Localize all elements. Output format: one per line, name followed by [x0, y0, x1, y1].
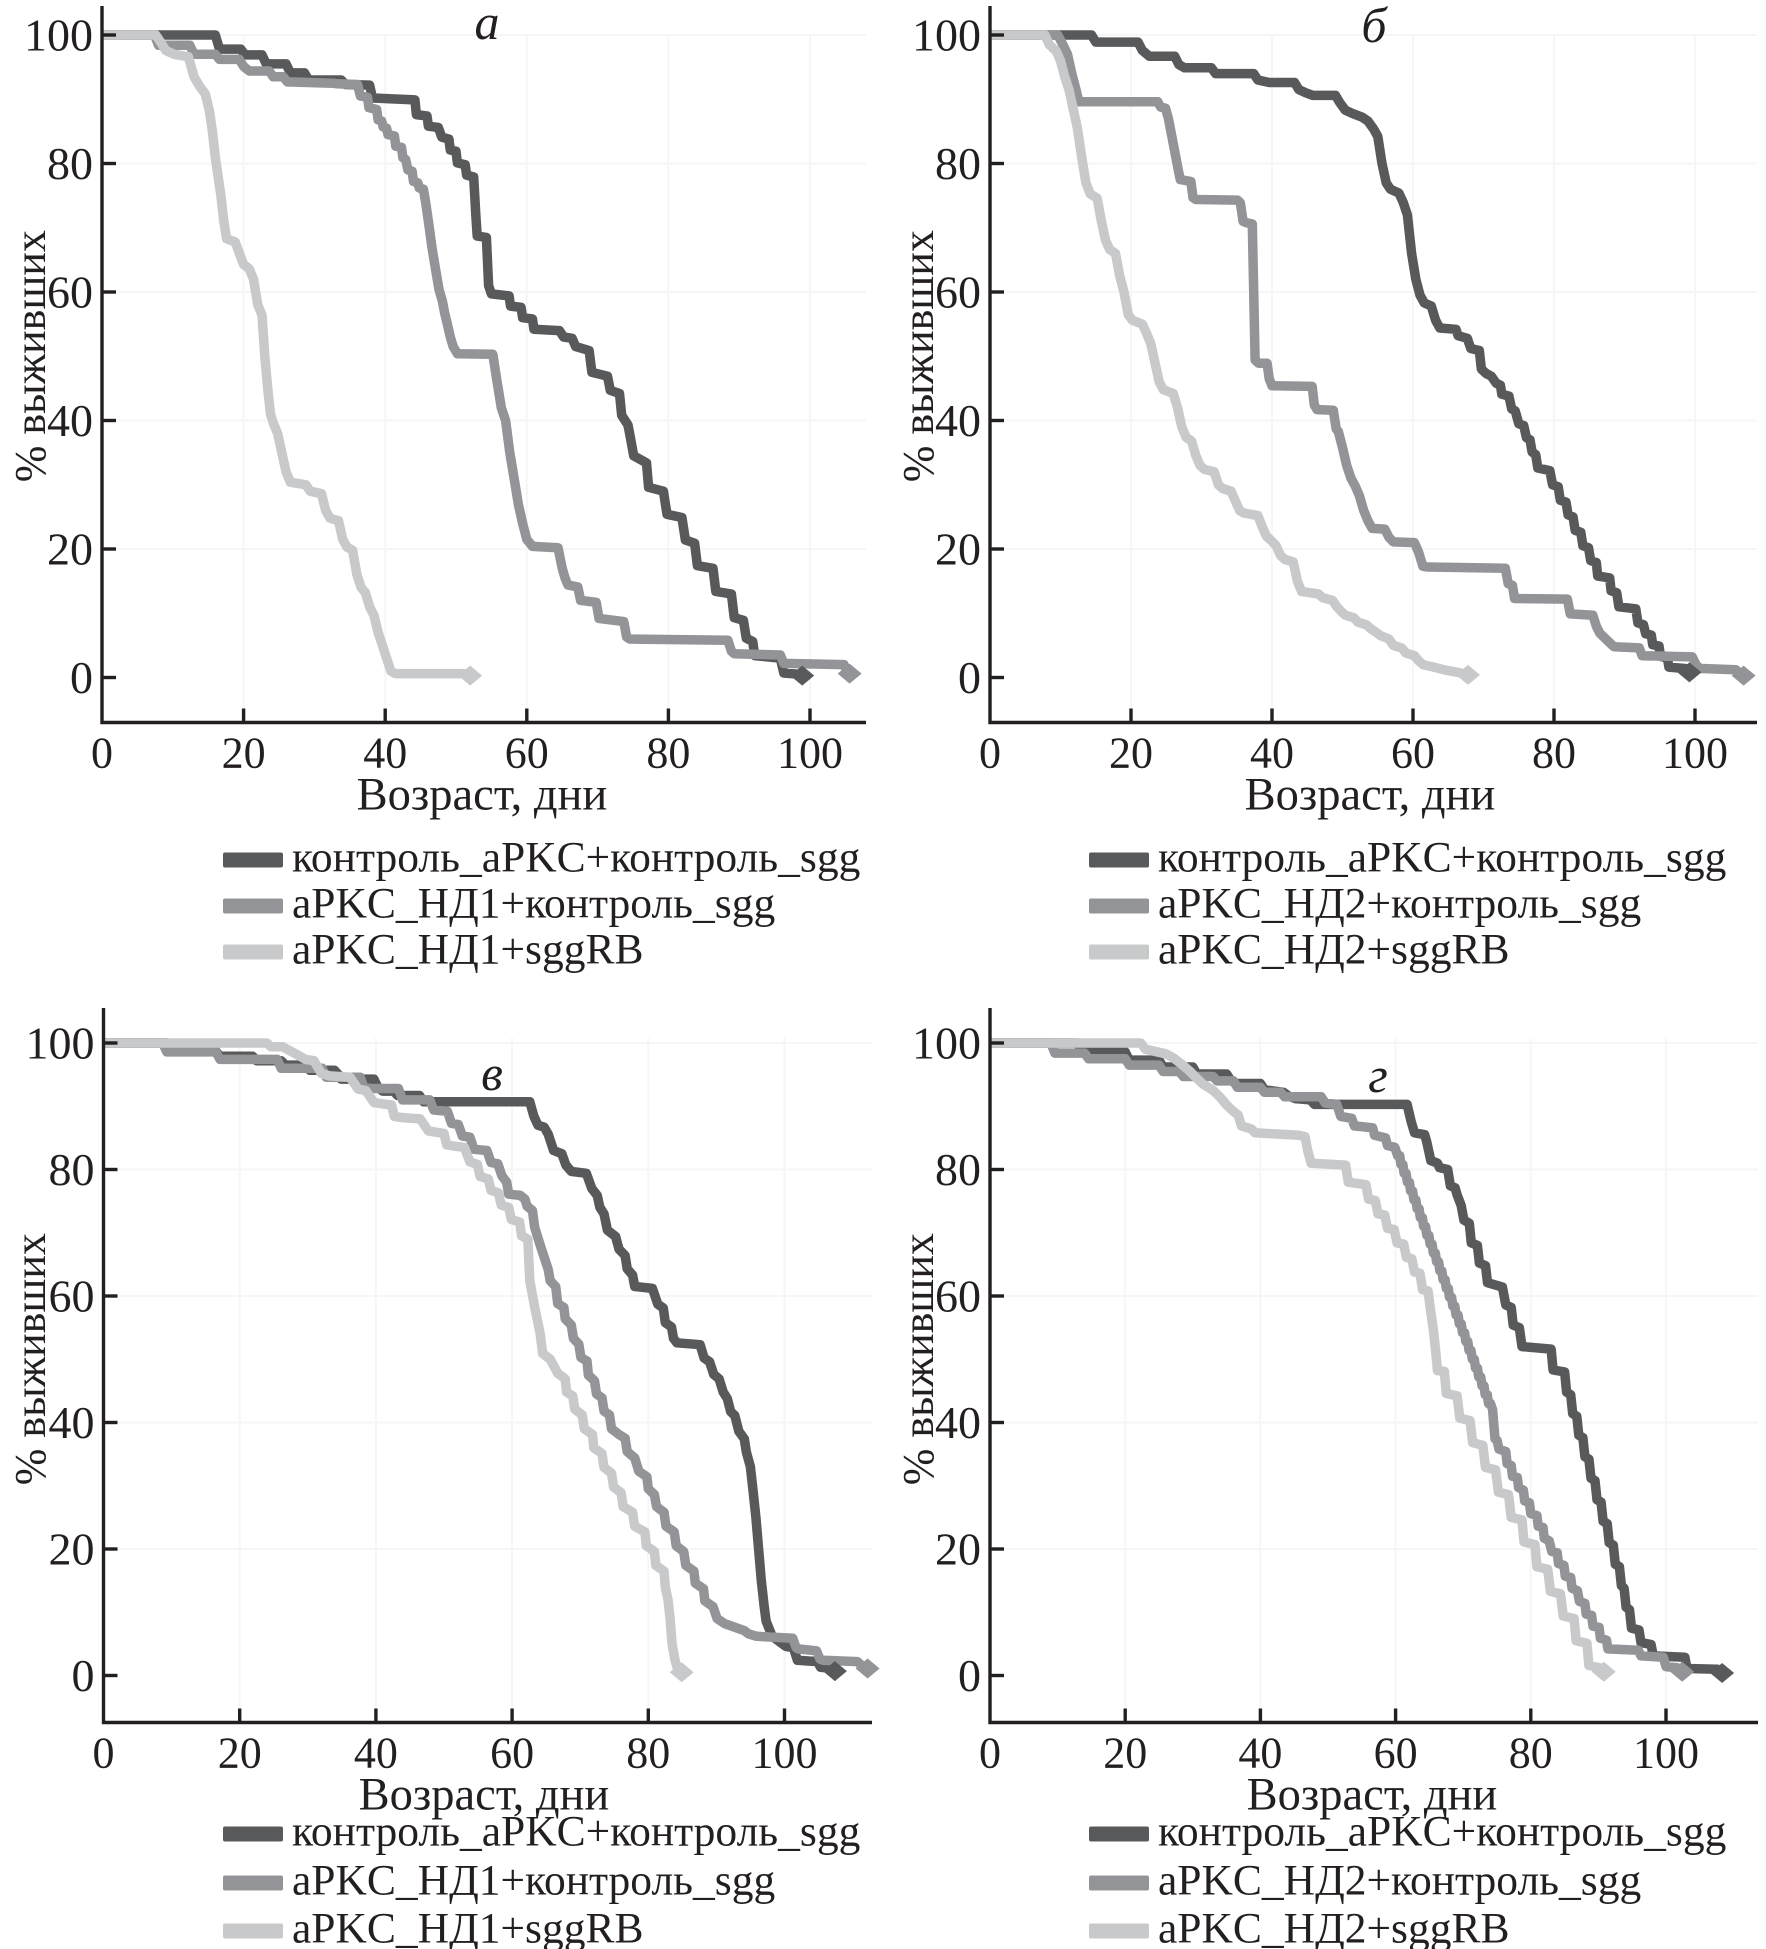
svg-text:контроль_aPKC+контроль_sgg: контроль_aPKC+контроль_sgg: [292, 834, 860, 882]
svg-text:20: 20: [935, 1524, 981, 1575]
svg-text:20: 20: [935, 524, 981, 575]
svg-text:40: 40: [354, 1729, 398, 1778]
svg-text:60: 60: [490, 1729, 534, 1778]
svg-text:20: 20: [1109, 729, 1153, 778]
svg-text:20: 20: [47, 524, 93, 575]
svg-text:40: 40: [1250, 729, 1294, 778]
svg-text:aPKC_НД1+sggRB: aPKC_НД1+sggRB: [292, 926, 644, 974]
svg-text:100: 100: [912, 1018, 981, 1069]
svg-text:контроль_aPKC+контроль_sgg: контроль_aPKC+контроль_sgg: [1158, 1808, 1726, 1856]
svg-text:б: б: [1361, 0, 1388, 53]
svg-text:60: 60: [505, 729, 549, 778]
svg-text:80: 80: [626, 1729, 670, 1778]
svg-text:60: 60: [47, 267, 93, 318]
svg-text:100: 100: [777, 729, 843, 778]
svg-text:60: 60: [49, 1271, 95, 1322]
svg-text:0: 0: [93, 1729, 115, 1778]
svg-text:0: 0: [72, 1650, 95, 1701]
svg-text:40: 40: [1238, 1729, 1282, 1778]
svg-text:100: 100: [26, 1018, 95, 1069]
svg-text:0: 0: [70, 652, 93, 703]
svg-text:60: 60: [1374, 1729, 1418, 1778]
svg-text:0: 0: [979, 729, 1001, 778]
svg-text:Возраст, дни: Возраст, дни: [357, 770, 608, 821]
svg-text:60: 60: [935, 267, 981, 318]
svg-text:% выживших: % выживших: [894, 1233, 943, 1485]
svg-text:40: 40: [49, 1397, 95, 1448]
svg-text:80: 80: [1532, 729, 1576, 778]
svg-text:aPKC_НД1+sggRB: aPKC_НД1+sggRB: [292, 1905, 644, 1949]
svg-text:40: 40: [935, 1397, 981, 1448]
svg-text:100: 100: [24, 10, 93, 61]
svg-text:Возраст, дни: Возраст, дни: [359, 1770, 610, 1821]
svg-text:80: 80: [1509, 1729, 1553, 1778]
svg-text:100: 100: [1662, 729, 1728, 778]
svg-text:40: 40: [363, 729, 407, 778]
svg-text:г: г: [1368, 1047, 1388, 1103]
svg-text:80: 80: [646, 729, 690, 778]
svg-text:80: 80: [49, 1144, 95, 1195]
svg-text:Возраст, дни: Возраст, дни: [1247, 1770, 1498, 1821]
svg-text:100: 100: [912, 10, 981, 61]
svg-text:100: 100: [752, 1729, 818, 1778]
svg-text:20: 20: [222, 729, 266, 778]
svg-text:20: 20: [49, 1524, 95, 1575]
svg-text:0: 0: [958, 1650, 981, 1701]
svg-text:aPKC_НД2+sggRB: aPKC_НД2+sggRB: [1158, 926, 1510, 974]
svg-text:80: 80: [935, 1144, 981, 1195]
svg-text:0: 0: [91, 729, 113, 778]
svg-text:контроль_aPKC+контроль_sgg: контроль_aPKC+контроль_sgg: [292, 1808, 860, 1856]
svg-text:0: 0: [958, 652, 981, 703]
svg-text:80: 80: [935, 138, 981, 189]
svg-text:aPKC_НД2+sggRB: aPKC_НД2+sggRB: [1158, 1905, 1510, 1949]
svg-text:% выживших: % выживших: [6, 230, 55, 482]
svg-text:% выживших: % выживших: [894, 230, 943, 482]
svg-text:20: 20: [1103, 1729, 1147, 1778]
svg-text:100: 100: [1633, 1729, 1699, 1778]
svg-text:aPKC_НД1+контроль_sgg: aPKC_НД1+контроль_sgg: [292, 1857, 775, 1905]
svg-text:% выживших: % выживших: [6, 1233, 55, 1485]
svg-text:в: в: [481, 1045, 503, 1101]
svg-text:а: а: [475, 0, 500, 50]
svg-text:aPKC_НД1+контроль_sgg: aPKC_НД1+контроль_sgg: [292, 880, 775, 928]
svg-text:aPKC_НД2+контроль_sgg: aPKC_НД2+контроль_sgg: [1158, 880, 1641, 928]
svg-text:20: 20: [218, 1729, 262, 1778]
svg-text:40: 40: [935, 395, 981, 446]
svg-text:0: 0: [979, 1729, 1001, 1778]
svg-text:60: 60: [1391, 729, 1435, 778]
svg-text:40: 40: [47, 395, 93, 446]
svg-text:60: 60: [935, 1271, 981, 1322]
svg-text:контроль_aPKC+контроль_sgg: контроль_aPKC+контроль_sgg: [1158, 834, 1726, 882]
svg-text:aPKC_НД2+контроль_sgg: aPKC_НД2+контроль_sgg: [1158, 1857, 1641, 1905]
svg-text:80: 80: [47, 138, 93, 189]
svg-text:Возраст, дни: Возраст, дни: [1245, 770, 1496, 821]
